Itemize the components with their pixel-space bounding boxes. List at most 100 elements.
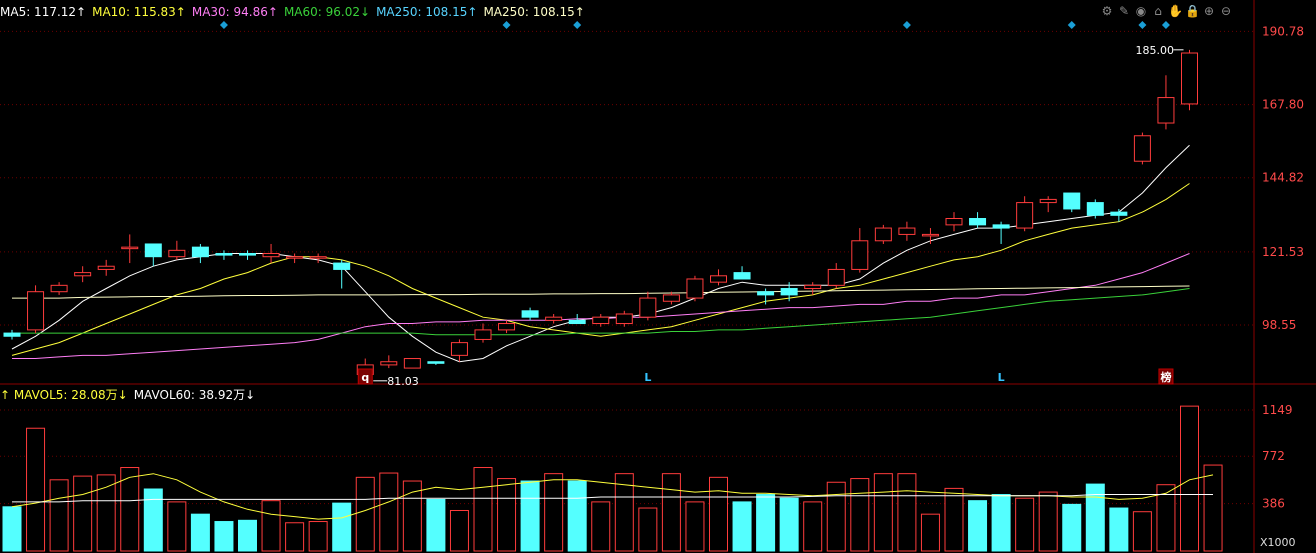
volume-bar bbox=[1038, 491, 1058, 552]
volume-bar bbox=[402, 480, 422, 552]
high-price-label: 185.00 bbox=[1136, 44, 1175, 57]
volume-bar bbox=[897, 473, 917, 552]
candle bbox=[545, 313, 563, 324]
volume-bar bbox=[920, 513, 940, 552]
ma-line-ma60 bbox=[12, 288, 1190, 336]
pencil-icon[interactable]: ✎ bbox=[1118, 4, 1130, 18]
signal-badge-box bbox=[1158, 368, 1174, 385]
ma-line-ma250 bbox=[12, 285, 1190, 299]
candle bbox=[733, 266, 751, 280]
volume-bar bbox=[1203, 464, 1223, 552]
candle bbox=[50, 282, 68, 295]
candle bbox=[309, 253, 327, 264]
zoom-in-icon[interactable]: ⊕ bbox=[1203, 4, 1215, 18]
candle bbox=[639, 291, 657, 321]
candle bbox=[262, 243, 280, 264]
volume-bar bbox=[779, 497, 799, 552]
volume-bar bbox=[1085, 483, 1105, 552]
candle bbox=[757, 288, 775, 305]
candle bbox=[1016, 196, 1034, 232]
volume-bar bbox=[73, 475, 93, 552]
volume-bar bbox=[1180, 405, 1199, 552]
volume-bar bbox=[826, 481, 846, 552]
price-legend-item-0: MA5: 117.12↑ bbox=[0, 5, 87, 19]
candle bbox=[380, 355, 398, 369]
candle bbox=[851, 228, 869, 273]
candle bbox=[1086, 199, 1104, 219]
chart-toolbar: ⚙ ✎ ◉ ⌂ ✋ 🔒 ⊕ ⊖ bbox=[1100, 4, 1233, 18]
candle bbox=[74, 266, 92, 283]
candle bbox=[686, 275, 704, 302]
volume-legend-item-1: MAVOL60: 38.92万↓ bbox=[133, 388, 256, 402]
volume-bar bbox=[285, 522, 305, 552]
candle bbox=[191, 243, 209, 264]
candle bbox=[1133, 132, 1151, 165]
candle bbox=[827, 263, 845, 289]
candle bbox=[710, 269, 727, 286]
price-tick-label: 167.80 bbox=[1262, 98, 1304, 112]
price-tick-label: 98.55 bbox=[1262, 318, 1296, 332]
volume-bar bbox=[143, 488, 163, 552]
candle bbox=[1039, 196, 1057, 213]
price-legend-item-1: MA10: 115.83↑ bbox=[92, 5, 186, 19]
event-marker-diamond bbox=[1138, 21, 1147, 29]
candle bbox=[615, 310, 633, 327]
candle bbox=[144, 243, 162, 267]
volume-bar bbox=[190, 513, 210, 552]
lock-icon[interactable]: 🔒 bbox=[1185, 4, 1200, 18]
eye-icon[interactable]: ◉ bbox=[1135, 4, 1147, 18]
candle bbox=[1181, 49, 1198, 111]
volume-tick-label: 1149 bbox=[1262, 403, 1293, 417]
candle bbox=[521, 307, 539, 321]
signal-badge: L bbox=[644, 371, 651, 384]
home-icon[interactable]: ⌂ bbox=[1154, 4, 1162, 18]
volume-bar bbox=[473, 467, 493, 552]
candle bbox=[498, 320, 516, 334]
volume-bar bbox=[261, 500, 281, 552]
volume-bar bbox=[214, 521, 234, 552]
volume-bar bbox=[96, 474, 116, 552]
candle bbox=[286, 253, 304, 264]
price-ma-legend: MA5: 117.12↑ MA10: 115.83↑ MA30: 94.86↑ MA6… bbox=[0, 3, 585, 21]
volume-legend-item-0: ↑ MAVOL5: 28.08万↓ bbox=[0, 388, 128, 402]
volume-bar bbox=[873, 473, 893, 552]
event-marker-diamond bbox=[1161, 21, 1170, 29]
volume-bar bbox=[1156, 484, 1176, 552]
candle bbox=[1063, 192, 1081, 213]
candle bbox=[333, 259, 351, 289]
low-price-label: 81.03 bbox=[387, 375, 419, 388]
candle bbox=[474, 323, 492, 343]
candle bbox=[898, 221, 916, 241]
event-marker-diamond bbox=[219, 21, 228, 29]
volume-bar bbox=[638, 507, 658, 552]
hand-icon[interactable]: ✋ bbox=[1168, 4, 1183, 18]
volume-bar bbox=[968, 500, 988, 552]
price-legend-item-4: MA250: 108.15↑ bbox=[376, 5, 478, 19]
volume-bar bbox=[944, 487, 964, 552]
zoom-out-icon[interactable]: ⊖ bbox=[1220, 4, 1232, 18]
volume-bar bbox=[238, 519, 257, 552]
candle bbox=[662, 291, 680, 305]
volume-bar bbox=[661, 473, 681, 552]
ma-line-ma10 bbox=[11, 183, 1190, 356]
volume-bar bbox=[991, 494, 1011, 552]
event-marker-diamond bbox=[502, 21, 511, 29]
volume-bar bbox=[614, 473, 634, 552]
settings-icon[interactable]: ⚙ bbox=[1101, 4, 1113, 18]
volume-bar bbox=[1062, 503, 1082, 552]
candle bbox=[97, 259, 115, 276]
candle bbox=[804, 282, 822, 295]
mavol60-line bbox=[12, 494, 1213, 503]
volume-bar bbox=[2, 506, 22, 552]
event-marker-diamond bbox=[573, 21, 582, 29]
volume-bar bbox=[567, 480, 587, 552]
volume-bar bbox=[756, 494, 776, 552]
volume-bar bbox=[449, 509, 469, 552]
volume-bar bbox=[850, 478, 870, 552]
volume-bar bbox=[520, 480, 540, 552]
candle bbox=[403, 358, 421, 369]
volume-tick-label: 772 bbox=[1262, 449, 1285, 463]
candle bbox=[1157, 75, 1175, 130]
signal-badge-box bbox=[357, 368, 373, 385]
